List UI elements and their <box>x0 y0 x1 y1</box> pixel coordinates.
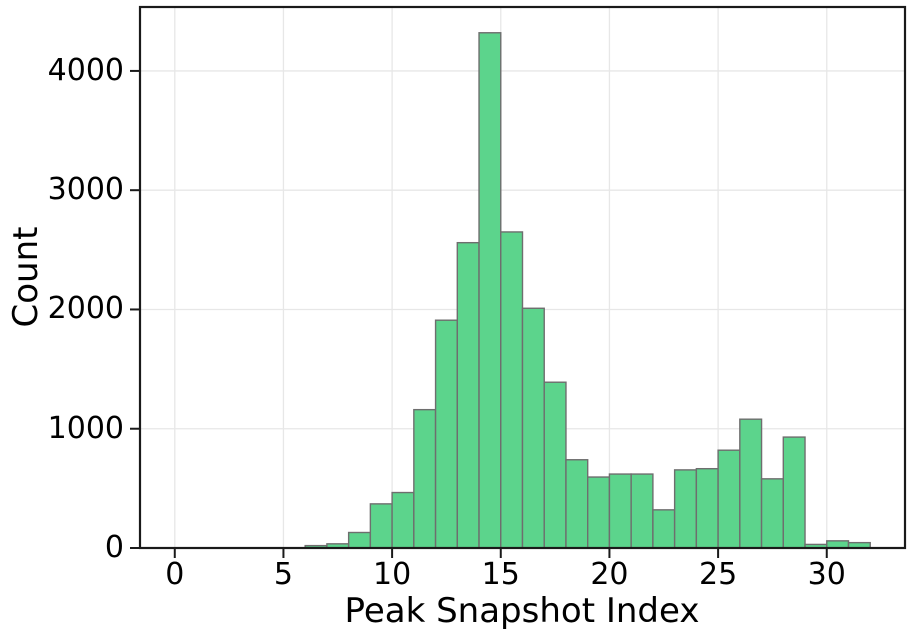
y-tick-label: 3000 <box>47 172 124 208</box>
histogram-bar <box>782 436 806 549</box>
x-axis-label: Peak Snapshot Index <box>344 591 700 631</box>
histogram-bar <box>391 491 415 549</box>
plot-frame <box>138 5 907 550</box>
histogram-bar <box>478 32 502 549</box>
histogram-bar <box>543 381 567 549</box>
y-tick-label: 4000 <box>47 52 124 88</box>
histogram-bar <box>760 478 784 549</box>
y-tick-label: 0 <box>104 530 124 565</box>
histogram-bar <box>586 476 611 549</box>
x-tick-label: 15 <box>481 557 520 592</box>
x-tick-label: 25 <box>699 557 738 592</box>
histogram-bar <box>652 509 676 549</box>
histogram-bar <box>456 241 480 549</box>
histogram-bar <box>369 503 393 549</box>
histogram-bar <box>413 408 437 549</box>
histogram-bar <box>608 473 632 549</box>
histogram-bar <box>434 319 459 549</box>
histogram-bar <box>565 459 589 549</box>
histogram-bar <box>717 449 741 549</box>
x-tick-label: 20 <box>590 557 629 592</box>
histogram-bar <box>695 467 719 549</box>
y-axis-label: Count <box>6 226 46 328</box>
histogram-bar <box>500 231 524 549</box>
x-tick-label: 5 <box>273 557 293 592</box>
histogram-bar <box>673 469 698 549</box>
histogram-bar <box>521 307 545 549</box>
histogram-bar <box>347 531 372 549</box>
x-tick-label: 0 <box>165 557 185 592</box>
y-tick-label: 2000 <box>47 291 124 327</box>
histogram-bar <box>630 473 654 549</box>
x-tick-label: 10 <box>373 557 412 592</box>
y-tick-label: 1000 <box>47 410 124 446</box>
x-tick-label: 30 <box>807 557 846 592</box>
histogram-bar <box>739 418 763 549</box>
